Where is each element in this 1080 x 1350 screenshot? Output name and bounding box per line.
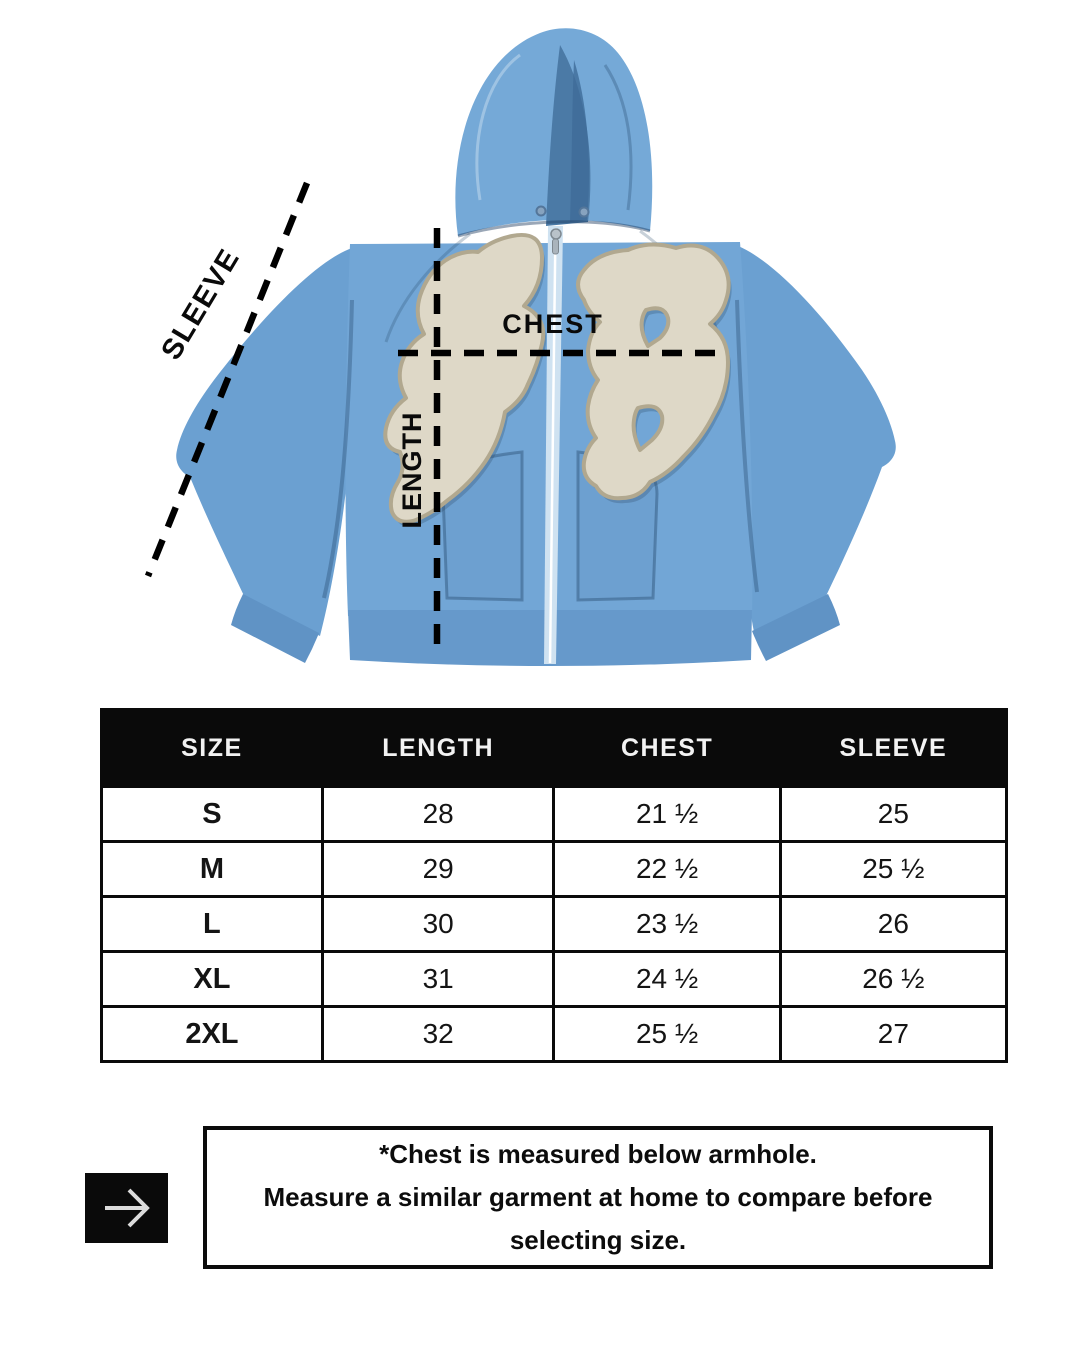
arrow-right-icon xyxy=(104,1188,150,1228)
size-cell: XL xyxy=(100,950,324,1008)
drawstring-grommet-right xyxy=(578,206,590,218)
table-row: L 30 23 ½ 26 xyxy=(100,895,1009,953)
sleeve-cell: 25 xyxy=(778,785,1009,843)
col-header-sleeve: SLEEVE xyxy=(778,708,1009,788)
sleeve-cell: 27 xyxy=(778,1005,1009,1063)
table-row: S 28 21 ½ 25 xyxy=(100,785,1009,843)
chest-cell: 24 ½ xyxy=(552,950,782,1008)
length-label: LENGTH xyxy=(397,412,427,529)
hood-fold-left xyxy=(475,53,521,201)
table-header-row: SIZE LENGTH CHEST SLEEVE xyxy=(100,708,1009,788)
col-header-size: SIZE xyxy=(100,708,324,788)
size-table: SIZE LENGTH CHEST SLEEVE S 28 21 ½ 25 M … xyxy=(100,708,1009,1063)
hoodie-right-cuff xyxy=(752,594,840,661)
sleeve-label: SLEEVE xyxy=(155,243,246,365)
hoodie-left-cuff xyxy=(231,594,319,663)
applique-letter-left xyxy=(383,233,546,524)
drawstring-grommet-left xyxy=(535,205,547,217)
length-cell: 28 xyxy=(320,785,556,843)
chest-cell: 21 ½ xyxy=(552,785,782,843)
length-cell: 32 xyxy=(320,1005,556,1063)
hoodie-illustration: SLEEVE CHEST LENGTH xyxy=(144,28,896,666)
table-row: M 29 22 ½ 25 ½ xyxy=(100,840,1009,898)
note-box: *Chest is measured below armhole. Measur… xyxy=(203,1126,993,1269)
hoodie-left-sleeve xyxy=(176,248,356,636)
next-button[interactable] xyxy=(85,1173,168,1243)
zipper-pull xyxy=(552,238,559,255)
col-header-chest: CHEST xyxy=(552,708,782,788)
col-header-length: LENGTH xyxy=(320,708,556,788)
sleeve-cell: 25 ½ xyxy=(778,840,1009,898)
chest-label: CHEST xyxy=(502,309,604,339)
zipper-pull-top xyxy=(550,228,562,240)
hood-fold-right xyxy=(603,64,633,211)
note-line-2: Measure a similar garment at home to com… xyxy=(263,1182,933,1255)
length-cell: 31 xyxy=(320,950,556,1008)
size-cell: M xyxy=(100,840,324,898)
size-cell: L xyxy=(100,895,324,953)
right-sleeve-seam xyxy=(735,299,759,593)
table-row: 2XL 32 25 ½ 27 xyxy=(100,1005,1009,1063)
sleeve-cell: 26 xyxy=(778,895,1009,953)
length-cell: 29 xyxy=(320,840,556,898)
sleeve-cell: 26 ½ xyxy=(778,950,1009,1008)
left-shoulder-seam xyxy=(384,232,471,343)
hood-lining-shadow xyxy=(570,60,590,222)
zipper-teeth xyxy=(548,227,557,664)
chest-cell: 25 ½ xyxy=(552,1005,782,1063)
hoodie-right-sleeve xyxy=(730,246,896,632)
left-sleeve-seam xyxy=(322,299,354,599)
neckline-seam xyxy=(457,220,651,238)
applique-letter-right xyxy=(576,242,731,501)
chest-cell: 22 ½ xyxy=(552,840,782,898)
size-cell: 2XL xyxy=(100,1005,324,1063)
note-line-1: *Chest is measured below armhole. xyxy=(379,1139,817,1169)
size-cell: S xyxy=(100,785,324,843)
chest-cell: 23 ½ xyxy=(552,895,782,953)
length-cell: 30 xyxy=(320,895,556,953)
sleeve-measure-line xyxy=(144,181,311,578)
table-row: XL 31 24 ½ 26 ½ xyxy=(100,950,1009,1008)
